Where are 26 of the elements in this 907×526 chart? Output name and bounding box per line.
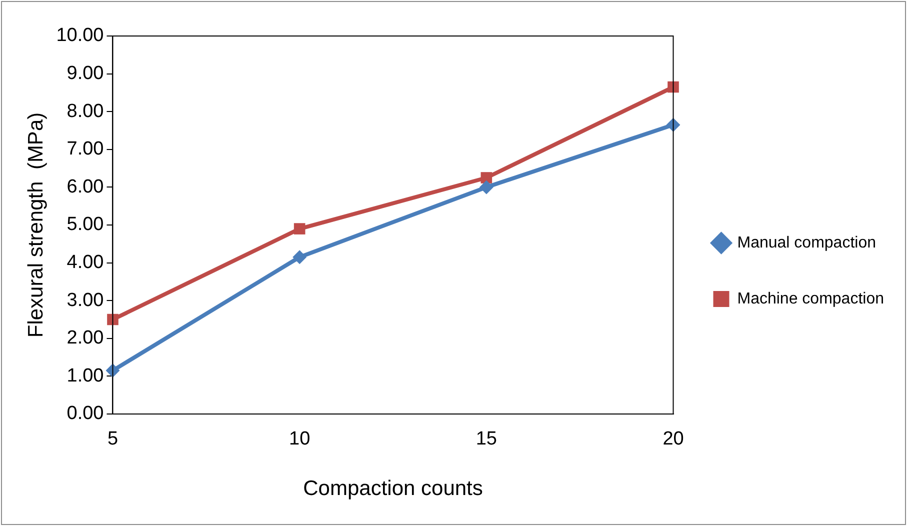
x-tick-label: 10: [289, 428, 310, 450]
y-tick-label: 8.00: [66, 100, 104, 122]
y-tick-label: 2.00: [66, 328, 104, 349]
point: [480, 172, 492, 184]
y-tick-label: 1.00: [66, 365, 104, 386]
y-tick-label: 7.00: [66, 138, 104, 160]
y-tick-label: 4.00: [66, 252, 104, 274]
y-axis-title: Flexural strength (MPa): [24, 112, 48, 338]
y-tick-label: 6.00: [66, 176, 104, 198]
x-axis-title: Compaction counts: [303, 477, 483, 500]
y-tick-label: 3.00: [66, 290, 104, 311]
point: [294, 223, 306, 234]
x-tick-label: 5: [107, 428, 118, 450]
y-tick-label: 5.00: [66, 214, 104, 236]
point: [479, 180, 494, 194]
y-tick-label: 9.00: [66, 63, 104, 84]
x-tick-label: 20: [662, 428, 684, 450]
legend-label: Manual compaction: [737, 234, 876, 252]
y-tick-label: 10.00: [56, 25, 104, 46]
point: [106, 364, 120, 378]
x-tick-label: 15: [476, 428, 497, 450]
point: [668, 81, 679, 93]
legend-label: Machine compaction: [737, 290, 884, 308]
point: [292, 250, 307, 264]
point: [107, 314, 118, 326]
y-tick-label: 0.00: [66, 403, 104, 424]
